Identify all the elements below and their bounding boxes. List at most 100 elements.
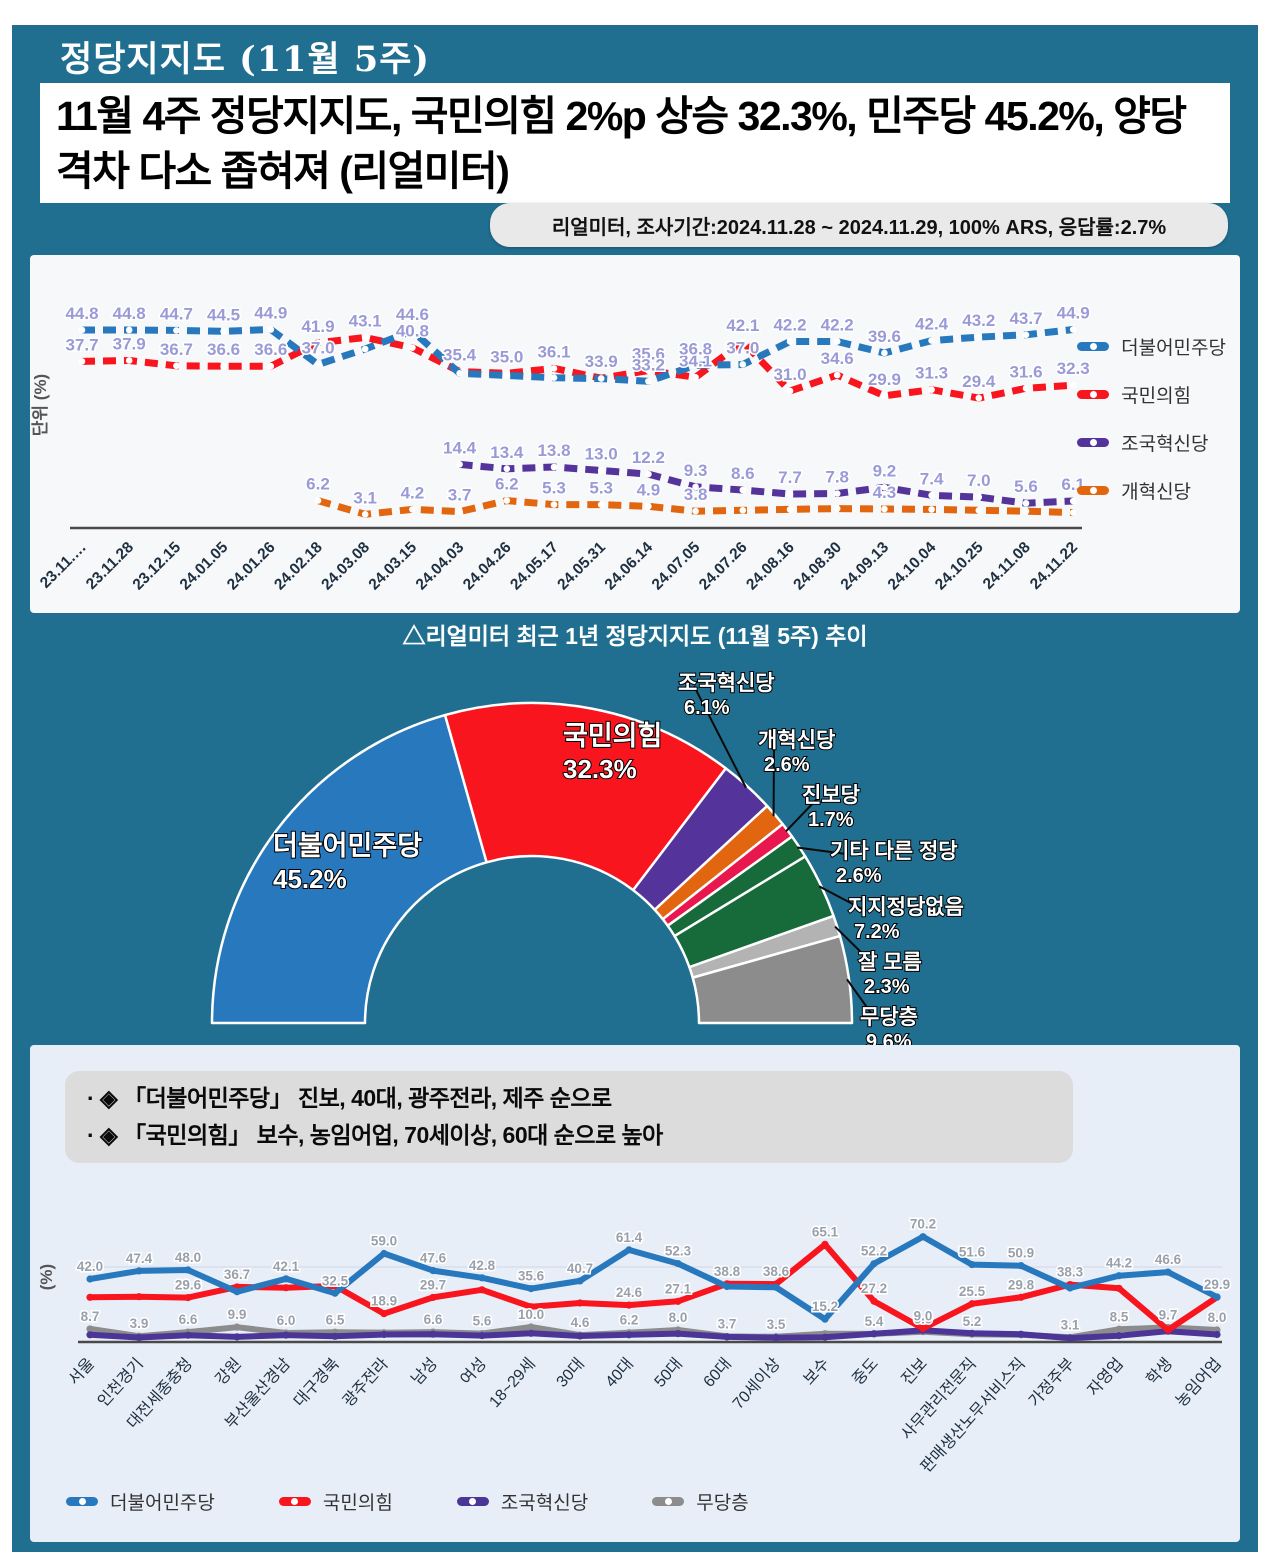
svg-text:무당층: 무당층 <box>860 1006 918 1029</box>
demographics-panel: · ◈ 「더불어민주당」 진보, 40대, 광주전라, 제주 순으로 · ◈ 「… <box>30 1045 1240 1542</box>
data-label: 29.7 <box>420 1277 446 1292</box>
data-label: 38.3 <box>1057 1265 1084 1280</box>
x-tick-label: 23.12.15 <box>130 539 185 594</box>
data-label: 52.2 <box>861 1244 887 1259</box>
data-label: 24.6 <box>616 1285 643 1300</box>
data-label: 42.0 <box>77 1259 103 1274</box>
series-line-국민의힘 <box>81 334 1074 402</box>
x-tick-label: 강원 <box>212 1355 245 1389</box>
x-tick-label: 24.01.26 <box>224 539 279 594</box>
data-label: 35.4 <box>443 346 477 365</box>
page-title: 정당지지도 (11월 5주) <box>60 39 430 80</box>
svg-text:2.3%: 2.3% <box>864 976 910 998</box>
highlight-democratic: · ◈ 「더불어민주당」 진보, 40대, 광주전라, 제주 순으로 <box>87 1085 612 1111</box>
legend-label: 국민의힘 <box>322 1493 393 1514</box>
x-tick-label: 24.01.05 <box>177 539 232 594</box>
data-label: 8.5 <box>1110 1309 1129 1324</box>
series-line-조국혁신당 <box>89 1327 1218 1342</box>
legend-marker <box>1077 342 1110 351</box>
series-line-더불어민주당 <box>89 1233 1219 1323</box>
svg-text:9.6%: 9.6% <box>866 1031 912 1045</box>
data-label: 14.4 <box>443 438 477 457</box>
x-tick-label: 18~29세 <box>486 1355 539 1411</box>
data-label: 3.7 <box>718 1316 737 1331</box>
svg-text:더불어민주당: 더불어민주당 <box>273 831 422 861</box>
svg-text:2.6%: 2.6% <box>836 865 882 887</box>
legend-label: 무당층 <box>696 1493 749 1514</box>
data-label: 36.8 <box>679 339 712 358</box>
x-tick-label: 보수 <box>800 1355 833 1389</box>
data-label: 6.6 <box>424 1312 443 1327</box>
data-label: 47.4 <box>126 1251 153 1266</box>
data-label: 39.6 <box>868 327 901 346</box>
legend-item-더불어민주당: 더불어민주당 <box>1077 333 1226 360</box>
x-tick-label: 24.07.05 <box>649 539 704 594</box>
data-label: 35.0 <box>490 347 523 366</box>
data-label: 27.2 <box>861 1281 887 1296</box>
data-label: 8.0 <box>669 1310 688 1325</box>
x-tick-label: 24.10.04 <box>885 539 940 594</box>
data-label: 33.9 <box>585 352 618 371</box>
legend-item-국민의힘: 국민의힘 <box>1077 381 1226 408</box>
svg-text:1.7%: 1.7% <box>808 809 854 831</box>
data-label: 9.0 <box>914 1309 933 1324</box>
legend-label: 개혁신당 <box>1121 482 1192 503</box>
legend-marker <box>1077 390 1110 399</box>
x-tick-label: 40대 <box>602 1355 637 1391</box>
x-tick-label: 광주전라 <box>339 1354 392 1410</box>
data-label: 37.0 <box>726 338 759 357</box>
donut-chart-wrap: 더불어민주당 45.2% 국민의힘 32.3% 조국혁신당 6.1% 개혁신당 2.6% 진보당… <box>30 650 1240 1054</box>
party-share-donut-chart: 더불어민주당45.2%국민의힘32.3%조국혁신당6.1%개혁신당2.6%진보당… <box>210 671 965 1054</box>
svg-text:2.6%: 2.6% <box>764 754 810 776</box>
data-label: 43.2 <box>962 311 995 330</box>
data-label: 13.4 <box>490 443 524 462</box>
data-label: 40.8 <box>396 322 429 341</box>
donut-segment-더불어민주당 <box>210 713 488 1025</box>
data-label: 36.7 <box>160 340 193 359</box>
svg-text:잘 모름: 잘 모름 <box>858 951 922 974</box>
legend-label: 조국혁신당 <box>1121 434 1209 455</box>
data-label: 6.5 <box>326 1312 345 1327</box>
legend-item-무당층: 무당층 <box>652 1488 749 1515</box>
data-label: 29.9 <box>1204 1277 1230 1292</box>
data-label: 13.8 <box>537 441 570 460</box>
donut-callout-무당층: 무당층 9.6% <box>859 1005 919 1054</box>
series-line-국민의힘 <box>89 1241 1219 1333</box>
x-tick-label: 24.08.30 <box>790 539 845 594</box>
x-tick-label: 24.03.08 <box>318 539 373 594</box>
data-label: 44.8 <box>65 304 98 323</box>
highlights-box: · ◈ 「더불어민주당」 진보, 40대, 광주전라, 제주 순으로 · ◈ 「… <box>65 1071 1073 1163</box>
series-line-더불어민주당 <box>82 326 1074 385</box>
data-label: 31.0 <box>773 365 806 384</box>
y-axis-label: (%) <box>37 1264 56 1290</box>
data-label: 5.3 <box>542 479 566 498</box>
survey-note: 리얼미터, 조사기간:2024.11.28 ~ 2024.11.29, 100%… <box>490 203 1228 247</box>
data-label: 50.9 <box>1008 1246 1034 1261</box>
data-label: 5.3 <box>589 479 613 498</box>
data-label: 15.2 <box>812 1299 838 1314</box>
trend-caption: △리얼미터 최근 1년 정당지지도 (11월 5주) 추이 <box>402 623 868 649</box>
legend-label: 조국혁신당 <box>500 1493 589 1514</box>
legend-label: 더불어민주당 <box>1121 338 1226 359</box>
x-tick-label: 24.04.26 <box>460 539 515 594</box>
data-label: 38.8 <box>714 1264 741 1279</box>
data-label: 5.2 <box>963 1314 982 1329</box>
y-axis-label: 단위 (%) <box>31 374 50 436</box>
data-label: 3.9 <box>130 1316 149 1331</box>
data-label: 5.6 <box>1014 477 1038 496</box>
svg-text:기타 다른 정당: 기타 다른 정당 <box>830 840 958 863</box>
x-tick-label: 24.07.26 <box>696 539 751 594</box>
x-tick-label: 서울 <box>65 1355 98 1389</box>
data-label: 31.6 <box>1009 362 1042 381</box>
data-label: 42.2 <box>773 315 806 334</box>
data-label: 6.0 <box>277 1313 296 1328</box>
svg-text:45.2%: 45.2% <box>273 864 347 894</box>
data-label: 51.6 <box>959 1245 986 1260</box>
legend-item-조국혁신당: 조국혁신당 <box>1077 429 1226 456</box>
data-label: 6.9 <box>914 1312 933 1327</box>
data-label: 44.9 <box>254 304 287 323</box>
